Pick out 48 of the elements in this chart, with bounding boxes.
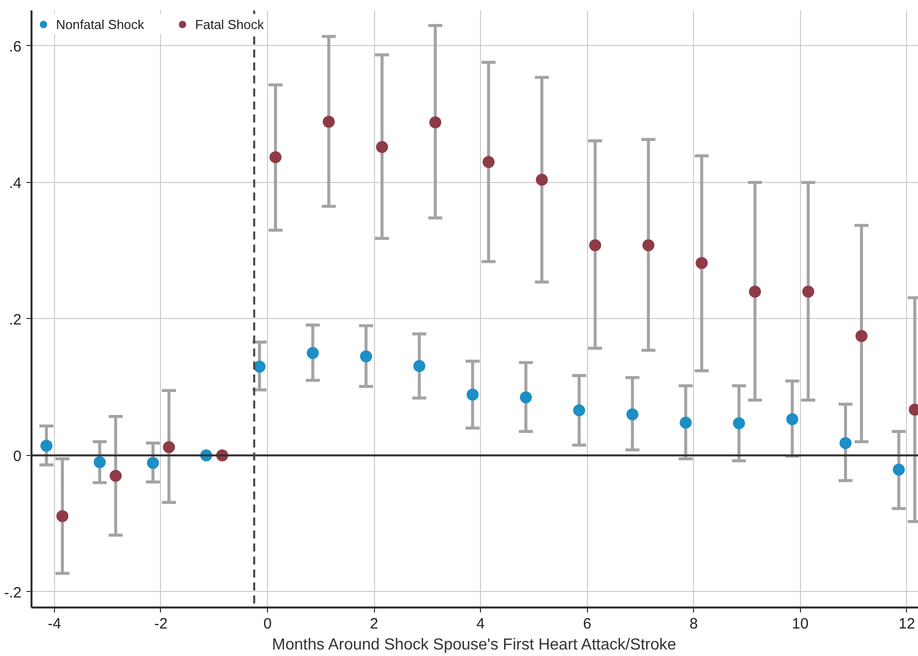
legend-label: Nonfatal Shock: [56, 16, 144, 32]
point: [40, 440, 52, 452]
point: [536, 174, 548, 186]
point: [680, 416, 692, 429]
x-tick-label: 0: [263, 616, 272, 632]
y-tick-label: -.2: [4, 584, 22, 602]
x-tick-label: -2: [154, 616, 168, 632]
y-tick-label: .2: [8, 311, 22, 328]
point: [520, 391, 532, 404]
point: [626, 408, 638, 420]
point: [254, 360, 266, 373]
point: [146, 456, 159, 469]
point: [892, 464, 905, 476]
x-tick-label: 12: [898, 616, 916, 632]
point: [482, 156, 495, 168]
point: [732, 417, 745, 430]
point: [429, 116, 442, 128]
point: [376, 140, 388, 153]
x-tick-label: 2: [370, 616, 378, 632]
point: [589, 239, 602, 252]
point: [466, 388, 479, 401]
x-axis-title: Months Around Shock Spouse's First Heart Attack/Stroke: [272, 636, 676, 654]
point: [110, 470, 122, 482]
y-tick-label: 0: [13, 448, 22, 465]
point: [94, 456, 106, 468]
point: [322, 116, 335, 128]
legend-label: Fatal Shock: [195, 16, 264, 32]
point: [413, 360, 426, 372]
point: [840, 437, 852, 450]
y-tick-label: .4: [8, 174, 22, 192]
point: [162, 441, 175, 454]
point: [786, 413, 798, 426]
x-tick-label: -4: [48, 616, 62, 632]
x-tick-label: 8: [690, 616, 698, 632]
point: [856, 330, 868, 342]
y-tick-label: .6: [8, 38, 22, 56]
point: [269, 151, 282, 164]
point: [306, 347, 319, 359]
point: [573, 404, 586, 416]
point: [748, 286, 761, 298]
point: [56, 510, 68, 522]
point: [642, 239, 654, 252]
point: [696, 256, 708, 269]
x-tick-label: 4: [476, 616, 485, 632]
x-tick-label: 6: [582, 616, 592, 632]
point: [360, 350, 372, 362]
x-tick-label: 10: [792, 616, 809, 632]
point: [802, 286, 814, 298]
